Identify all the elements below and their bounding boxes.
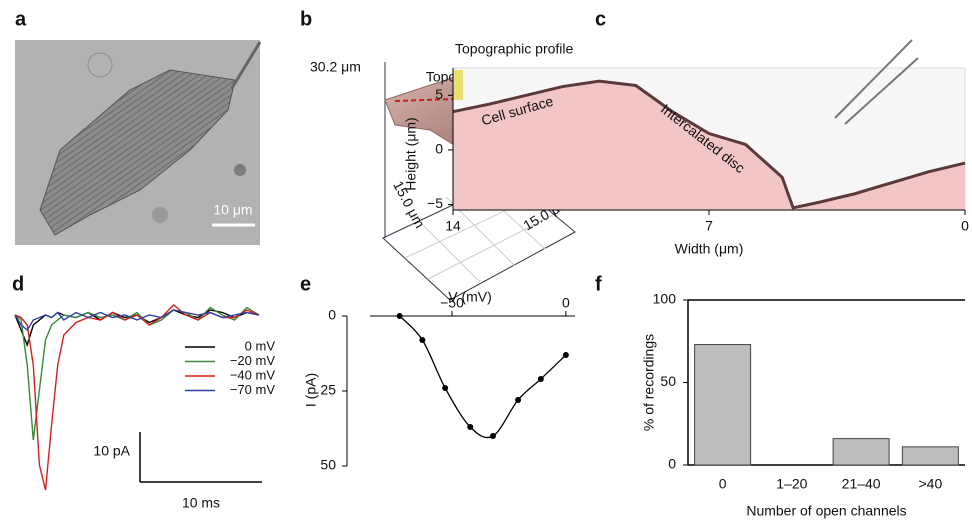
x-tick-label: >40	[919, 476, 943, 492]
x-axis-label: V (mV)	[448, 289, 492, 305]
y-tick-label: 25	[320, 382, 336, 398]
chart-title: Topographic profile	[455, 41, 574, 57]
data-point	[419, 337, 426, 343]
trace	[14, 306, 260, 441]
x-tick-label: 0	[562, 295, 570, 311]
pipette	[834, 39, 913, 119]
data-point	[562, 352, 569, 358]
y-tick-label: 0	[435, 141, 443, 157]
scale-bar-label: 10 ms	[182, 495, 220, 511]
y-tick-label: 0	[668, 456, 676, 472]
panel-label: c	[595, 8, 606, 30]
scale-bar-label: 10 μm	[213, 202, 252, 218]
y-axis-label: Height (μm)	[403, 117, 419, 190]
trace	[14, 304, 260, 491]
legend-label: −40 mV	[230, 367, 275, 382]
y-tick-label: 50	[320, 457, 336, 473]
y-tick-label: −5	[427, 195, 443, 211]
legend-label: 0 mV	[245, 338, 276, 353]
panel-label: f	[595, 273, 602, 295]
panel-label: d	[12, 273, 24, 295]
x-tick-label: 14	[445, 218, 461, 234]
legend-label: −70 mV	[230, 382, 275, 397]
bar	[901, 446, 959, 466]
x-axis-label: Width (μm)	[675, 241, 744, 257]
panel-label: b	[300, 8, 312, 30]
y-tick-label: 5	[435, 86, 443, 102]
pipette	[844, 57, 919, 125]
profile-area	[453, 81, 965, 210]
micrograph: 10 μm	[15, 40, 262, 245]
x-tick-label: 21–40	[842, 476, 881, 492]
y-axis-label: % of recordings	[641, 334, 657, 431]
x-tick-label: 1–20	[776, 476, 807, 492]
x-tick-label: 7	[705, 218, 713, 234]
scale-bar-label: 10 pA	[93, 443, 130, 459]
y-tick-label: 50	[660, 373, 676, 389]
panel-label: e	[300, 273, 311, 295]
data-point	[467, 424, 474, 430]
y-tick-label: 100	[653, 291, 677, 307]
trace	[14, 309, 260, 332]
y-axis-label: I (pA)	[303, 373, 319, 407]
legend-label: −20 mV	[230, 353, 275, 368]
data-point	[442, 385, 449, 391]
x-axis-label: Number of open channels	[746, 503, 906, 519]
x-tick-label: −50	[440, 295, 464, 311]
panel-label: a	[15, 8, 27, 30]
z-label: 30.2 μm	[310, 59, 361, 75]
data-point	[537, 376, 544, 382]
x-tick-label: 0	[961, 218, 969, 234]
data-point	[515, 397, 522, 403]
profile-line	[452, 79, 966, 210]
bar	[694, 344, 752, 466]
marker	[453, 70, 463, 100]
bar	[832, 438, 890, 466]
y-tick-label: 0	[328, 307, 336, 323]
data-point	[490, 433, 496, 439]
data-point	[396, 313, 403, 319]
x-tick-label: 0	[719, 476, 727, 492]
